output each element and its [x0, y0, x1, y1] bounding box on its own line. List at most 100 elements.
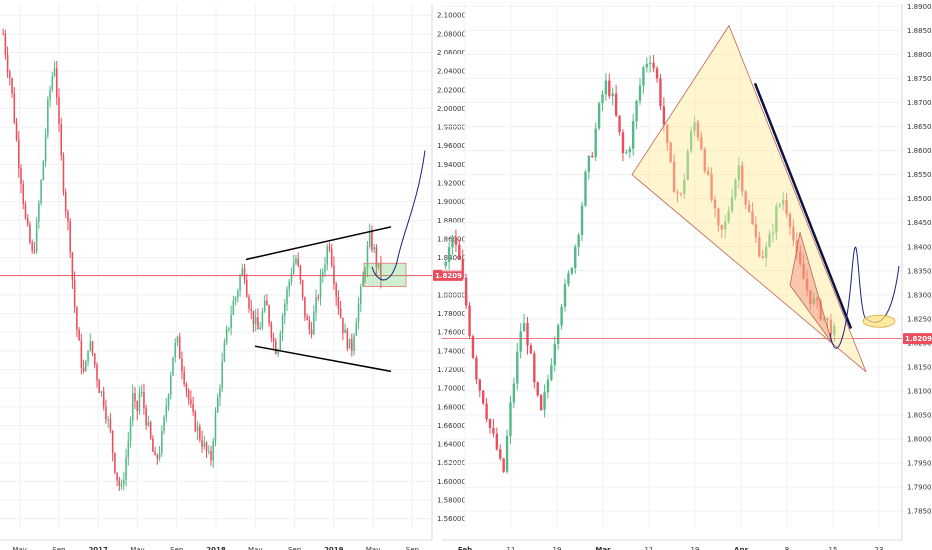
- y-tick-label: 1.70000: [437, 385, 466, 393]
- candle-body: [212, 441, 215, 461]
- candle-body: [488, 419, 492, 429]
- candle-body: [468, 305, 471, 337]
- candle-body: [522, 323, 526, 332]
- candle-body: [833, 325, 836, 336]
- candle-body: [237, 290, 239, 298]
- x-tick-label: Feb: [458, 546, 472, 550]
- x-tick-label: Apr: [734, 546, 748, 550]
- resistance-trendline[interactable]: [753, 82, 853, 329]
- candle-body: [659, 78, 662, 107]
- candle-body: [713, 199, 717, 209]
- candle-body: [591, 155, 594, 158]
- y-tick-label: 1.66000: [437, 422, 466, 430]
- candle-body: [234, 297, 237, 301]
- candle-body: [55, 68, 58, 98]
- x-tick-label: Mar: [595, 546, 611, 550]
- candle-body: [829, 319, 833, 336]
- candle-body: [20, 168, 22, 185]
- target-zone-box[interactable]: [363, 262, 407, 287]
- y-tick-label: 1.58000: [437, 497, 466, 505]
- candle-body: [826, 317, 829, 320]
- candle-body: [482, 390, 485, 404]
- candle-body: [140, 392, 143, 394]
- y-tick-label: 1.86000: [907, 147, 932, 155]
- y-tick-label: 1.64000: [437, 441, 466, 449]
- candle-body: [245, 279, 248, 297]
- y-tick-label: 1.80000: [907, 436, 932, 444]
- candle-body: [536, 382, 539, 396]
- y-tick-label: 1.80000: [437, 291, 466, 299]
- candle-body: [371, 231, 373, 250]
- candle-body: [792, 227, 795, 241]
- candle-body: [754, 224, 758, 238]
- candle-body: [161, 431, 163, 453]
- candle-body: [689, 131, 693, 152]
- y-tick-label: 1.72000: [437, 366, 466, 374]
- candle-body: [574, 246, 577, 269]
- candle-body: [645, 63, 649, 68]
- x-tick-label: 2017: [88, 546, 108, 550]
- candle-body: [178, 336, 181, 359]
- y-tick-label: 1.84000: [437, 254, 466, 262]
- candle-body: [529, 345, 533, 354]
- falling-wedge-triangle[interactable]: [631, 24, 867, 373]
- candle-body: [799, 251, 802, 265]
- candle-body: [377, 263, 380, 268]
- candle-body: [277, 349, 279, 354]
- candle-body: [266, 300, 268, 306]
- candle-body: [248, 296, 250, 309]
- lower-trendline[interactable]: [254, 345, 392, 373]
- candle-body: [364, 269, 367, 279]
- candle-body: [136, 401, 139, 412]
- candle-body: [163, 416, 165, 432]
- candle-body: [82, 367, 85, 372]
- candle-body: [80, 340, 83, 368]
- y-tick-label: 1.86500: [907, 123, 932, 131]
- candle-body: [288, 281, 291, 290]
- candle-body: [279, 333, 282, 350]
- candle-body: [127, 441, 130, 458]
- x-tick-label: Sep: [170, 546, 184, 550]
- candle-body: [478, 379, 481, 391]
- y-tick-label: 1.76000: [437, 329, 466, 337]
- candle-body: [102, 391, 105, 407]
- candle-body: [666, 124, 669, 143]
- candle-body: [451, 237, 454, 248]
- candle-body: [187, 390, 190, 400]
- candle-body: [22, 184, 25, 205]
- candle-body: [89, 341, 92, 351]
- candle-body: [758, 237, 761, 257]
- chart-panel-right[interactable]: 1.89000 1.88500 1.88000 1.87500 1.87000 1.865…: [442, 3, 932, 550]
- candle-body: [710, 174, 713, 200]
- current-price-tag: [433, 269, 463, 281]
- candle-body: [252, 310, 255, 325]
- candle-body: [91, 341, 94, 354]
- candle-body: [275, 341, 277, 354]
- upper-trendline[interactable]: [245, 226, 392, 261]
- candle-body: [635, 100, 638, 122]
- candle-body: [805, 279, 809, 291]
- candle-body: [93, 353, 96, 365]
- candle-body: [563, 284, 567, 307]
- candle-body: [225, 328, 228, 343]
- projection-path[interactable]: [371, 150, 426, 281]
- candle-body: [618, 115, 621, 133]
- candle-body: [6, 54, 9, 73]
- candle-body: [13, 93, 16, 123]
- inner-wedge-triangle[interactable]: [789, 232, 833, 344]
- candle-body: [495, 433, 499, 450]
- candle-body: [299, 265, 302, 281]
- target-ellipse[interactable]: [862, 314, 896, 328]
- chart-panel-left[interactable]: 2.10000 2.08000 2.06000 2.04000 2.02000 2.000…: [0, 4, 467, 550]
- candle-body: [105, 406, 107, 420]
- candle-body: [194, 411, 197, 432]
- candle-body: [156, 455, 159, 459]
- candle-body: [4, 33, 7, 55]
- candle-body: [346, 329, 349, 349]
- y-tick-label: 1.60000: [437, 478, 466, 486]
- candle-body: [492, 428, 495, 434]
- candle-body: [516, 351, 519, 384]
- candle-body: [149, 422, 152, 439]
- candle-body: [512, 383, 516, 403]
